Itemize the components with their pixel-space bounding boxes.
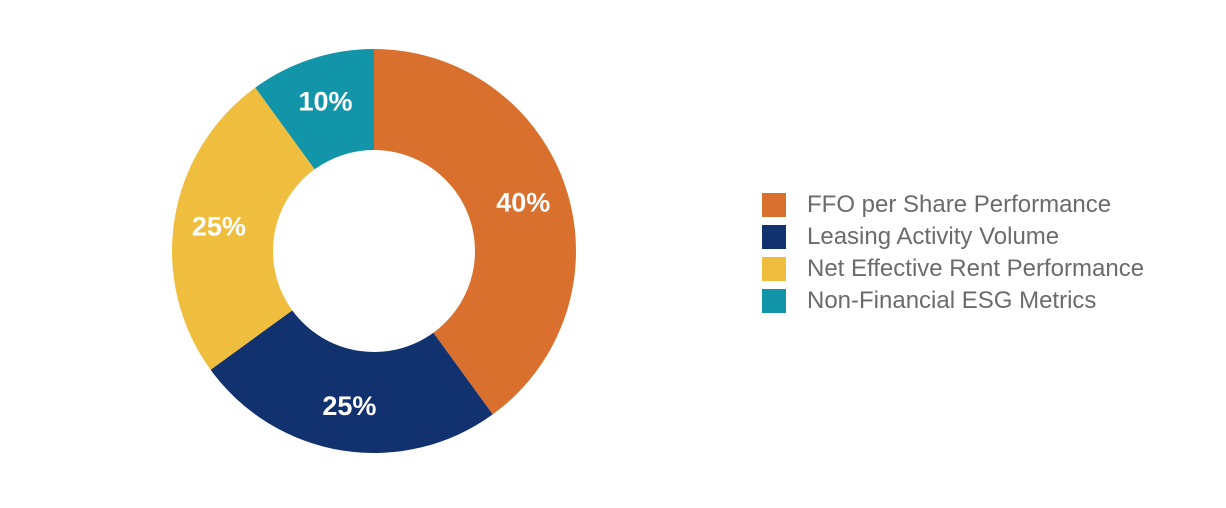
slice-percent-label: 10% <box>298 87 352 117</box>
pie-slice-2 <box>210 310 493 453</box>
slice-percent-label: 25% <box>322 391 376 421</box>
legend-label: FFO per Share Performance <box>807 191 1112 218</box>
legend-swatch-icon <box>762 257 786 281</box>
legend-swatch-icon <box>762 193 786 217</box>
pie-slice-4 <box>255 49 374 170</box>
legend-label: Leasing Activity Volume <box>807 223 1060 250</box>
legend-label: Net Effective Rent Performance <box>807 255 1145 282</box>
slice-percent-label: 40% <box>496 188 550 218</box>
legend-swatch-icon <box>762 289 786 313</box>
chart-legend: FFO per Share Performance Leasing Activi… <box>762 193 1144 313</box>
legend-item: FFO per Share Performance <box>762 193 1144 217</box>
slice-percent-label: 25% <box>192 211 246 241</box>
legend-label: Non-Financial ESG Metrics <box>807 287 1097 314</box>
pie-slice-1 <box>374 49 576 415</box>
legend-swatch-icon <box>762 225 786 249</box>
pie-slice-3 <box>172 87 315 370</box>
legend-item: Net Effective Rent Performance <box>762 257 1144 281</box>
legend-item: Leasing Activity Volume <box>762 225 1144 249</box>
legend-item: Non-Financial ESG Metrics <box>762 289 1144 313</box>
